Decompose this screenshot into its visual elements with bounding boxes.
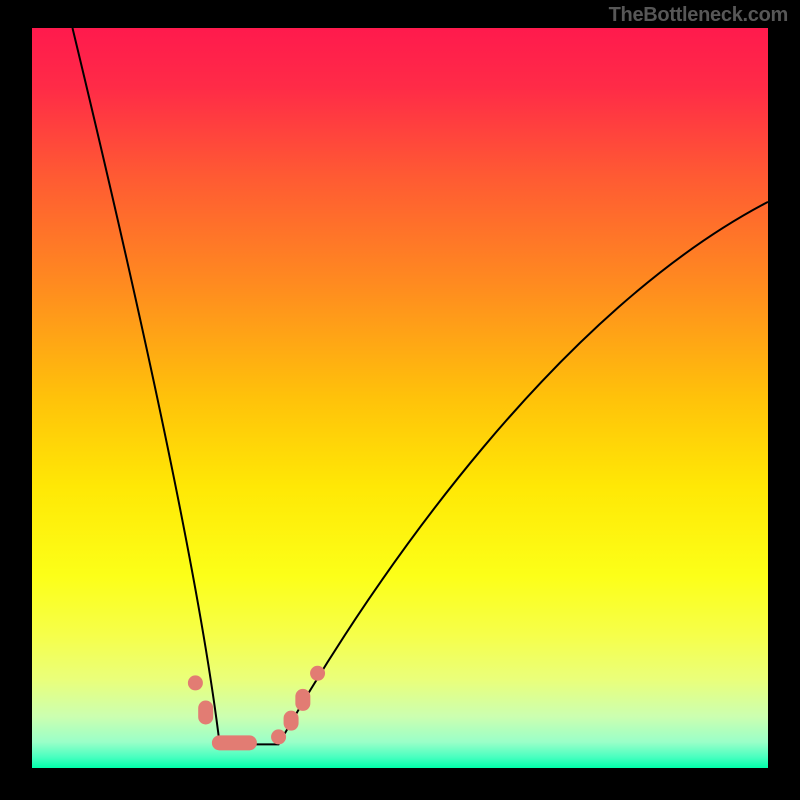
bottleneck-curve	[32, 28, 768, 768]
curve-marker	[271, 729, 286, 744]
curve-path	[72, 28, 768, 744]
watermark-text: TheBottleneck.com	[609, 4, 788, 27]
curve-marker	[295, 689, 310, 711]
curve-marker	[310, 666, 325, 681]
curve-marker	[284, 711, 299, 731]
curve-marker	[188, 675, 203, 690]
curve-marker	[212, 735, 257, 750]
curve-marker	[198, 701, 213, 725]
plot-area	[32, 28, 768, 768]
curve-markers	[188, 666, 325, 751]
